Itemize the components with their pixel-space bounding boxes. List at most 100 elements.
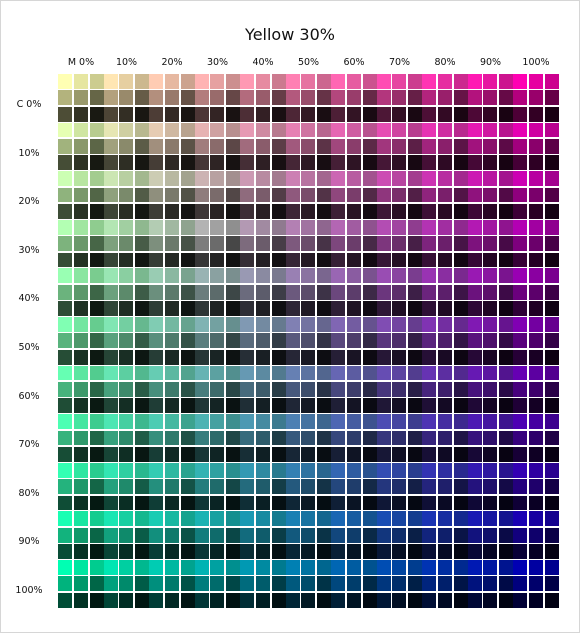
color-swatch (180, 268, 195, 284)
color-swatch (226, 479, 241, 494)
color-swatch (392, 139, 407, 154)
color-swatch (301, 592, 316, 608)
color-swatch (58, 592, 73, 608)
color-swatch (362, 365, 377, 381)
color-swatch (376, 90, 391, 106)
color-swatch (149, 106, 164, 122)
color-swatch (103, 284, 118, 300)
color-swatch (453, 155, 468, 171)
color-swatch (317, 365, 332, 381)
color-swatch (317, 430, 332, 446)
color-swatch (483, 139, 498, 154)
color-swatch (226, 527, 241, 543)
color-swatch (180, 204, 195, 219)
color-swatch (164, 219, 179, 235)
color-swatch (301, 252, 316, 268)
color-swatch (317, 204, 332, 219)
color-swatch (285, 544, 300, 559)
color-swatch (194, 74, 209, 89)
color-swatch (135, 479, 150, 494)
color-swatch (149, 447, 164, 462)
color-swatch (135, 349, 150, 365)
color-swatch (362, 284, 377, 300)
color-swatch (135, 576, 150, 592)
color-swatch (499, 301, 514, 316)
color-swatch (210, 204, 225, 219)
color-swatch (255, 106, 270, 122)
color-swatch (103, 576, 118, 592)
color-swatch (103, 219, 118, 235)
color-swatch (149, 576, 164, 592)
color-swatch (180, 333, 195, 349)
color-swatch (210, 479, 225, 494)
color-swatch (422, 479, 437, 494)
color-swatch (255, 284, 270, 300)
color-swatch (544, 219, 559, 235)
color-swatch (317, 155, 332, 171)
color-swatch (544, 252, 559, 268)
color-swatch (408, 430, 423, 446)
color-swatch (528, 301, 543, 316)
color-swatch (513, 187, 528, 203)
color-swatch (240, 90, 255, 106)
color-swatch (255, 382, 270, 397)
color-swatch (317, 268, 332, 284)
magenta-label: 80% (434, 57, 456, 68)
color-swatch (408, 106, 423, 122)
color-swatch (467, 560, 482, 575)
color-swatch (422, 447, 437, 462)
color-swatch (226, 219, 241, 235)
color-swatch (544, 544, 559, 559)
color-swatch (119, 462, 134, 478)
color-swatch (331, 382, 346, 397)
color-swatch (210, 398, 225, 414)
color-swatch (453, 414, 468, 429)
color-swatch (453, 284, 468, 300)
color-swatch (437, 139, 452, 154)
color-swatch (164, 301, 179, 316)
color-swatch (317, 171, 332, 186)
color-swatch (422, 204, 437, 219)
color-swatch (483, 236, 498, 251)
color-swatch (392, 171, 407, 186)
color-swatch (58, 139, 73, 154)
color-swatch (271, 219, 286, 235)
color-swatch (376, 462, 391, 478)
color-swatch (467, 301, 482, 316)
color-swatch (226, 398, 241, 414)
color-swatch (362, 544, 377, 559)
color-swatch (58, 560, 73, 575)
color-swatch (164, 317, 179, 332)
color-swatch (226, 382, 241, 397)
color-swatch (408, 527, 423, 543)
color-swatch (376, 544, 391, 559)
color-swatch (226, 74, 241, 89)
color-swatch (271, 430, 286, 446)
color-swatch (422, 592, 437, 608)
color-swatch (240, 219, 255, 235)
color-swatch (194, 462, 209, 478)
color-swatch (89, 592, 104, 608)
color-swatch (285, 155, 300, 171)
color-swatch (301, 74, 316, 89)
cyan-label: 30% (18, 244, 40, 256)
color-swatch (467, 527, 482, 543)
color-swatch (149, 398, 164, 414)
color-swatch (392, 462, 407, 478)
color-swatch (376, 74, 391, 89)
color-swatch (513, 268, 528, 284)
color-swatch (164, 284, 179, 300)
color-swatch (362, 479, 377, 494)
color-swatch (467, 155, 482, 171)
magenta-label: 30% (206, 57, 229, 68)
color-swatch (194, 333, 209, 349)
color-swatch (346, 74, 361, 89)
color-swatch (483, 544, 498, 559)
color-swatch (301, 349, 316, 365)
color-swatch (149, 592, 164, 608)
color-swatch (149, 365, 164, 381)
color-swatch (194, 252, 209, 268)
color-swatch (119, 592, 134, 608)
color-swatch (255, 204, 270, 219)
color-swatch (58, 122, 73, 138)
